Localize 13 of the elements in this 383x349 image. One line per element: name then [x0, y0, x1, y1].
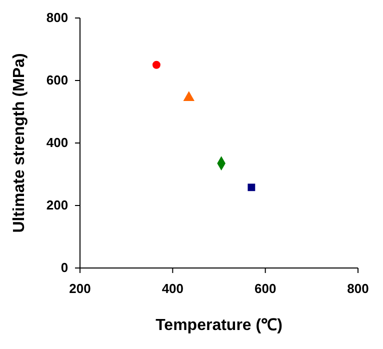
- x-axis-title: Temperature (℃): [156, 317, 282, 334]
- point: [248, 184, 256, 192]
- y-tick-label: 600: [46, 72, 68, 88]
- point: [152, 60, 160, 69]
- x-tick-label: 800: [347, 280, 369, 296]
- y-tick-label: 0: [60, 260, 68, 276]
- x-tick-label: 200: [69, 280, 91, 296]
- y-axis-title: Ultimate strength (MPa): [11, 53, 28, 233]
- y-tick-label: 200: [46, 198, 68, 213]
- x-tick-label: 400: [162, 280, 184, 296]
- x-tick-label: 600: [254, 280, 276, 296]
- y-tick-label: 800: [46, 10, 68, 26]
- y-tick-label: 400: [46, 135, 68, 150]
